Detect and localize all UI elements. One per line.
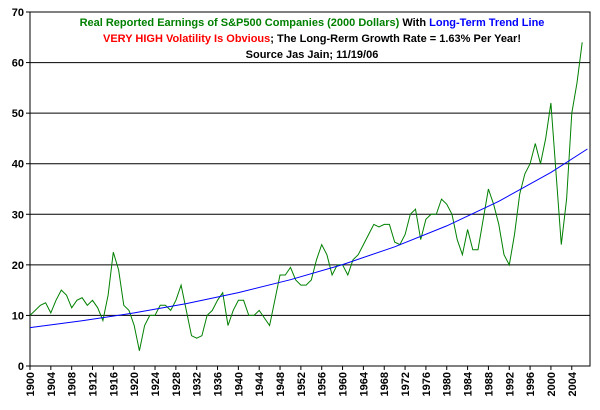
- title-part: ; The Long-Rerm Growth Rate = 1.63% Per …: [270, 33, 521, 45]
- data-line: [29, 148, 588, 329]
- x-tick-label: 1992: [504, 372, 516, 396]
- x-tick-label: 1984: [463, 371, 475, 396]
- x-tick-label: 1964: [358, 371, 370, 396]
- y-tick-label: 40: [12, 159, 24, 171]
- x-tick-label: 1972: [400, 372, 412, 396]
- y-tick-label: 30: [12, 209, 24, 221]
- title-part: Real Reported Earnings of S&P500 Compani…: [80, 17, 400, 29]
- x-tick-label: 1912: [88, 372, 100, 396]
- x-tick-label: 1936: [213, 372, 225, 396]
- x-tick-label: 1996: [525, 372, 537, 396]
- x-tick-label: 1932: [192, 372, 204, 396]
- x-tick-label: 1948: [275, 372, 287, 396]
- y-tick-label: 10: [12, 310, 24, 322]
- chart-title: VERY HIGH Volatility Is Obvious; The Lon…: [103, 33, 521, 45]
- x-tick-label: 1960: [338, 372, 350, 396]
- x-tick-label: 1968: [379, 372, 391, 396]
- y-tick-label: 60: [12, 58, 24, 70]
- x-tick-label: 1916: [108, 372, 120, 396]
- x-tick-label: 1904: [46, 371, 58, 396]
- x-tick-label: 1944: [254, 371, 266, 396]
- title-part: VERY HIGH Volatility Is Obvious: [103, 33, 270, 45]
- x-tick-label: 1988: [483, 372, 495, 396]
- x-tick-label: 1900: [25, 372, 37, 396]
- data-line: [29, 42, 583, 351]
- x-tick-label: 2004: [567, 371, 579, 396]
- x-tick-label: 1980: [442, 372, 454, 396]
- x-tick-label: 1940: [233, 372, 245, 396]
- x-tick-label: 1952: [296, 372, 308, 396]
- x-tick-label: 1956: [317, 372, 329, 396]
- y-tick-label: 20: [12, 260, 24, 272]
- x-tick-label: 1976: [421, 372, 433, 396]
- chart-title: Real Reported Earnings of S&P500 Compani…: [80, 17, 545, 29]
- y-tick-label: 70: [12, 7, 24, 19]
- y-tick-label: 0: [18, 361, 24, 373]
- title-part: Source Jas Jain; 11/19/06: [246, 49, 379, 61]
- x-tick-label: 1924: [150, 371, 162, 396]
- x-tick-label: 1920: [129, 372, 141, 396]
- title-part: With: [399, 17, 429, 29]
- chart-title: Source Jas Jain; 11/19/06: [246, 49, 379, 61]
- x-tick-label: 2000: [546, 372, 558, 396]
- x-tick-label: 1908: [67, 372, 79, 396]
- plot-area: [29, 11, 591, 367]
- x-tick-label: 1928: [171, 372, 183, 396]
- y-tick-label: 50: [12, 108, 24, 120]
- title-part: Long-Term Trend Line: [429, 17, 544, 29]
